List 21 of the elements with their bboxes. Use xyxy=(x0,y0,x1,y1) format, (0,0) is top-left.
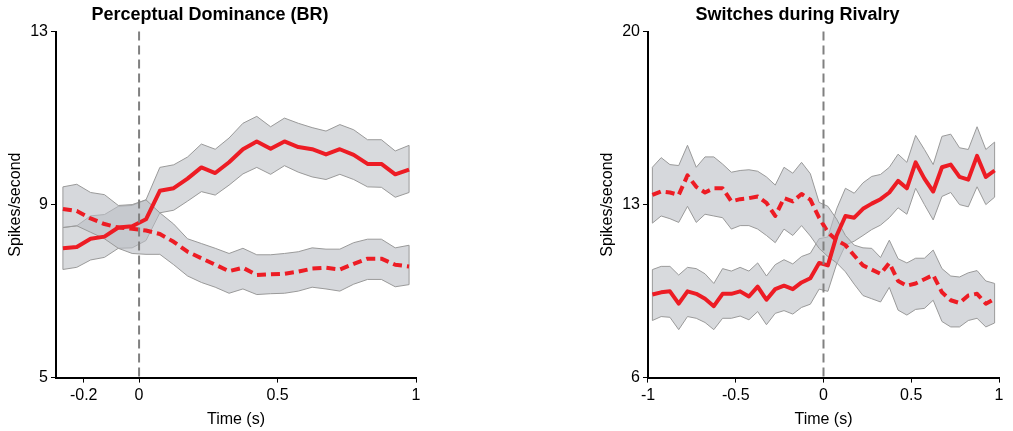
x-tick-label: 0 xyxy=(134,385,144,403)
y-tick-label: 13 xyxy=(30,22,49,40)
x-tick-label: -0.5 xyxy=(721,385,750,403)
y-tick-label: 13 xyxy=(622,195,641,213)
y-tick-label: 5 xyxy=(39,368,49,386)
y-tick-label: 9 xyxy=(39,195,49,213)
x-tick-label: 0 xyxy=(819,385,829,403)
x-axis-title: Time (s) xyxy=(794,409,853,427)
y-axis-title: Spikes/second xyxy=(598,152,616,257)
y-tick-label: 20 xyxy=(622,22,641,40)
x-tick-label: 1 xyxy=(994,385,1004,403)
chart-title: Perceptual Dominance (BR) xyxy=(91,3,329,24)
x-axis-title: Time (s) xyxy=(206,409,266,427)
x-tick-label: 0.5 xyxy=(900,385,923,403)
x-tick-label: 1 xyxy=(411,385,421,403)
x-tick-label: -0.2 xyxy=(69,385,98,403)
y-tick-label: 6 xyxy=(631,368,641,386)
chart-title: Switches during Rivalry xyxy=(695,3,900,24)
x-tick-label: 0.5 xyxy=(266,385,289,403)
x-tick-label: -1 xyxy=(640,385,656,403)
y-axis-title: Spikes/second xyxy=(6,152,24,257)
